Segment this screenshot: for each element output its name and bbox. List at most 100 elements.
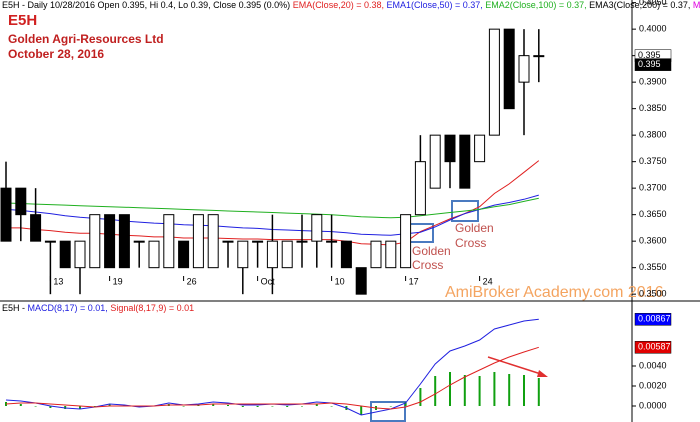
annotation: Golden bbox=[412, 244, 451, 258]
histogram-bar bbox=[419, 388, 422, 406]
candle-body bbox=[474, 134, 486, 163]
candle-body bbox=[429, 134, 441, 189]
candle-body bbox=[503, 28, 515, 110]
candle-body bbox=[104, 214, 116, 269]
histogram-bar bbox=[79, 406, 81, 409]
candle-body bbox=[340, 240, 352, 269]
histogram-bar bbox=[404, 402, 407, 406]
candle-body bbox=[207, 214, 219, 269]
histogram-bar bbox=[49, 406, 52, 408]
header-part: MACD(8,17) = 0.01, bbox=[28, 303, 111, 313]
arrow bbox=[487, 356, 545, 376]
y-tick-label: 0.4000 bbox=[639, 24, 667, 34]
candle-body bbox=[266, 240, 278, 269]
x-tick-label: 17 bbox=[409, 276, 419, 286]
annotation: Golden bbox=[455, 221, 494, 235]
x-tick-label: 24 bbox=[483, 276, 493, 286]
histogram-bar bbox=[182, 406, 185, 407]
y-tick-label: 0.0000 bbox=[639, 400, 667, 410]
value-tag-label: 0.395 bbox=[638, 59, 661, 69]
header-part: EMA(Close,20) = 0.38, bbox=[293, 0, 387, 10]
annotation: Cross bbox=[455, 236, 486, 250]
histogram-bar bbox=[108, 404, 111, 406]
candle-body bbox=[488, 28, 500, 136]
x-tick-label: 19 bbox=[113, 276, 123, 286]
histogram-bar bbox=[523, 375, 525, 406]
candle-body bbox=[518, 55, 530, 83]
value-tag bbox=[634, 313, 672, 326]
chart-title: E5H bbox=[8, 12, 37, 29]
header-part: E5H - Daily 10/28/2016 Open 0.395, Hi 0.… bbox=[2, 0, 293, 10]
candle-body bbox=[148, 240, 160, 269]
candle-body bbox=[385, 240, 397, 269]
candle-body bbox=[178, 240, 190, 269]
y-tick-label: 0.3550 bbox=[639, 262, 667, 272]
histogram-bar bbox=[360, 406, 363, 415]
value-tag-label: 0.395 bbox=[638, 50, 661, 60]
y-tick-label: 0.3850 bbox=[639, 103, 667, 113]
candle-body bbox=[459, 134, 471, 189]
header: E5H - Daily 10/28/2016 Open 0.395, Hi 0.… bbox=[2, 0, 700, 10]
candle-body bbox=[370, 240, 382, 269]
histogram-bar bbox=[478, 376, 481, 406]
value-tag bbox=[634, 58, 672, 71]
company: Golden Agri-Resources Ltd bbox=[8, 32, 164, 46]
y-tick-label: 0.3600 bbox=[639, 236, 667, 246]
histogram-bar bbox=[315, 404, 318, 406]
value-tag bbox=[634, 341, 672, 354]
annotation: Cross bbox=[412, 258, 443, 272]
watermark: AmiBroker Academy.com 2016 bbox=[445, 284, 664, 301]
value-tag-label: 0.00867 bbox=[638, 314, 671, 324]
y-tick-label: 0.4050 bbox=[639, 0, 667, 7]
series-line bbox=[5, 346, 539, 410]
histogram-bar bbox=[34, 406, 37, 407]
candle-body bbox=[414, 161, 426, 216]
header-part: M bbox=[693, 0, 700, 10]
y-tick-label: 0.0020 bbox=[639, 380, 667, 390]
candle-body bbox=[15, 187, 27, 216]
histogram-bar bbox=[241, 406, 244, 407]
histogram-bar bbox=[330, 406, 333, 407]
candle-body bbox=[89, 214, 101, 269]
candle-body bbox=[59, 240, 71, 269]
candle-body bbox=[311, 214, 323, 242]
histogram-bar bbox=[212, 404, 215, 406]
candle-body bbox=[296, 240, 308, 243]
header-part: E5H - bbox=[2, 303, 28, 313]
candle-body bbox=[44, 240, 56, 243]
y-tick-label: 0.3500 bbox=[639, 289, 667, 299]
histogram-bar bbox=[256, 406, 259, 407]
histogram-bar bbox=[463, 375, 466, 406]
histogram-bar bbox=[537, 378, 540, 406]
value-tag-label: 0.00587 bbox=[638, 342, 671, 352]
x-tick-label: 10 bbox=[335, 276, 345, 286]
candle-body bbox=[222, 240, 234, 243]
histogram-bar bbox=[19, 404, 22, 406]
histogram-bar bbox=[508, 374, 511, 406]
histogram-bar bbox=[301, 406, 303, 407]
header-part: EMA2(Close,100) = 0.37, bbox=[485, 0, 589, 10]
candle-body bbox=[192, 214, 204, 269]
x-tick-label: 13 bbox=[53, 276, 63, 286]
histogram-bar bbox=[449, 372, 451, 406]
series-line bbox=[5, 197, 539, 219]
x-tick-label: Oct bbox=[261, 276, 276, 286]
y-tick-label: 0.3650 bbox=[639, 209, 667, 219]
histogram-bar bbox=[93, 406, 96, 407]
histogram-bar bbox=[389, 406, 392, 407]
header-part: EMA3(Close,200) = 0.37, bbox=[589, 0, 693, 10]
y-tick-label: 0.3900 bbox=[639, 77, 667, 87]
candle-body bbox=[118, 214, 130, 269]
header-part: EMA1(Close,50) = 0.37, bbox=[386, 0, 485, 10]
date: October 28, 2016 bbox=[8, 47, 104, 61]
candle-body bbox=[281, 240, 293, 269]
candle-body bbox=[400, 214, 412, 269]
y-tick-label: 0.3750 bbox=[639, 156, 667, 166]
candle-body bbox=[237, 240, 249, 269]
x-tick-label: 26 bbox=[187, 276, 197, 286]
candle-body bbox=[0, 187, 12, 242]
histogram-bar bbox=[434, 376, 437, 406]
histogram-bar bbox=[493, 372, 496, 406]
